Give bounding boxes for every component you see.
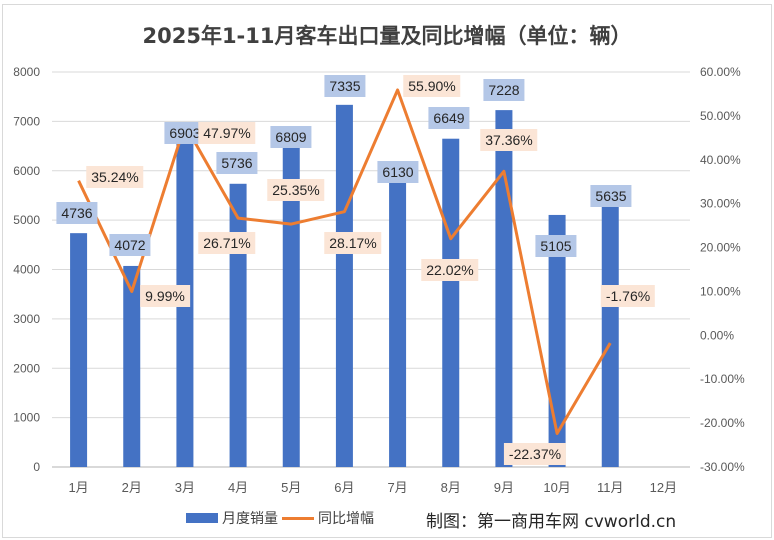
left-tick-label: 2000 xyxy=(13,361,40,375)
bar-data-label: 5105 xyxy=(535,235,577,257)
bar-data-label: 4072 xyxy=(109,234,151,256)
credit-text: 制图：第一商用车网 cvworld.cn xyxy=(426,512,677,532)
left-tick-label: 8000 xyxy=(13,65,40,79)
right-tick-label: 10.00% xyxy=(700,284,741,298)
bar xyxy=(495,110,513,468)
right-tick-label: 40.00% xyxy=(700,153,741,167)
x-tick-label: 12月 xyxy=(650,480,677,495)
yoy-data-label: 55.90% xyxy=(403,75,461,97)
x-tick-label: 9月 xyxy=(494,480,514,495)
x-tick-label: 11月 xyxy=(597,480,624,495)
yoy-data-label: 22.02% xyxy=(421,259,479,281)
bar-data-label: 7228 xyxy=(483,79,525,101)
bar xyxy=(389,164,407,468)
left-tick-label: 5000 xyxy=(13,213,40,227)
bar xyxy=(548,214,566,467)
right-tick-label: 50.00% xyxy=(700,109,741,123)
left-tick-label: 3000 xyxy=(13,312,40,326)
bar-data-label: 6649 xyxy=(428,107,470,129)
legend-bar-label: 月度销量 xyxy=(222,510,278,526)
left-tick-label: 7000 xyxy=(13,114,40,128)
yoy-data-label: 35.24% xyxy=(86,166,144,188)
bar xyxy=(70,233,88,467)
legend-line-label: 同比增幅 xyxy=(318,510,374,526)
x-tick-label: 2月 xyxy=(122,480,142,495)
left-tick-label: 4000 xyxy=(13,263,40,277)
x-tick-label: 7月 xyxy=(387,480,407,495)
x-tick-label: 5月 xyxy=(281,480,301,495)
x-tick-label: 4月 xyxy=(228,480,248,495)
left-tick-label: 0 xyxy=(33,460,40,474)
bar xyxy=(229,183,247,467)
yoy-data-label: 47.97% xyxy=(198,122,256,144)
legend-line-swatch xyxy=(282,516,314,520)
bar-data-label: 6130 xyxy=(377,161,419,183)
bar xyxy=(335,104,353,467)
left-tick-label: 6000 xyxy=(13,164,40,178)
x-tick-label: 8月 xyxy=(441,480,461,495)
bar-data-label: 7335 xyxy=(324,75,366,97)
bar xyxy=(282,130,300,468)
bar-data-label: 6809 xyxy=(270,126,312,148)
right-tick-label: -30.00% xyxy=(700,460,745,474)
right-tick-label: 30.00% xyxy=(700,197,741,211)
bar-data-label: 5736 xyxy=(216,152,258,174)
yoy-data-label: 9.99% xyxy=(140,285,190,307)
bar xyxy=(442,138,460,467)
left-tick-label: 1000 xyxy=(13,411,40,425)
yoy-data-label: -22.37% xyxy=(503,443,567,465)
yoy-data-label: 26.71% xyxy=(198,232,256,254)
x-tick-label: 3月 xyxy=(175,480,195,495)
yoy-data-label: 28.17% xyxy=(324,232,382,254)
yoy-line xyxy=(77,88,612,436)
yoy-data-label: 37.36% xyxy=(480,129,538,151)
bar-data-label: 5635 xyxy=(590,185,632,207)
chart-frame xyxy=(2,4,772,538)
right-tick-label: 0.00% xyxy=(700,328,734,342)
legend: 月度销量 同比增幅 xyxy=(186,508,374,528)
right-tick-label: -10.00% xyxy=(700,372,745,386)
right-tick-label: 20.00% xyxy=(700,241,741,255)
yoy-data-label: 25.35% xyxy=(267,179,325,201)
bar xyxy=(601,188,619,467)
right-tick-label: 60.00% xyxy=(700,65,741,79)
bar-data-label: 4736 xyxy=(56,202,98,224)
right-tick-label: -20.00% xyxy=(700,416,745,430)
x-tick-label: 1月 xyxy=(68,480,88,495)
chart-title: 2025年1-11月客车出口量及同比增幅（单位：辆） xyxy=(142,24,632,48)
bar xyxy=(123,265,141,467)
x-tick-label: 10月 xyxy=(543,480,570,495)
yoy-data-label: -1.76% xyxy=(600,285,656,307)
legend-bar-swatch xyxy=(186,513,218,523)
bar-data-label: 6903 xyxy=(164,122,206,144)
x-tick-label: 6月 xyxy=(334,480,354,495)
